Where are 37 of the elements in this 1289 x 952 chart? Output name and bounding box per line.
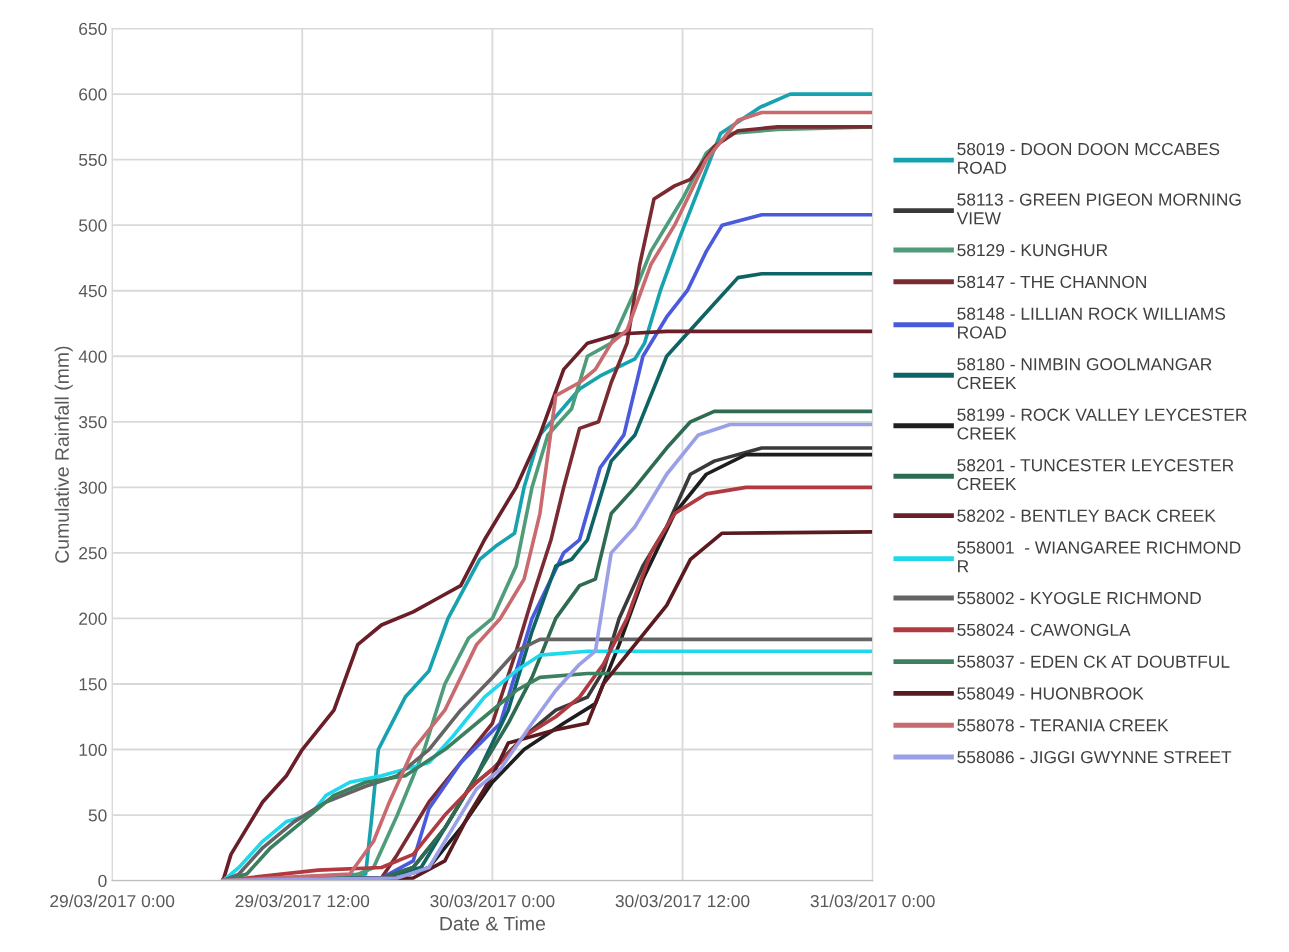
legend-label: 58148 - LILLIAN ROCK WILLIAMS ROAD [957,307,1226,339]
legend-label: 558002 - KYOGLE RICHMOND [957,591,1201,605]
legend-label: 558086 - JIGGI GWYNNE STREET [957,750,1232,764]
legend-label: 558078 - TERANIA CREEK [957,719,1169,732]
x-tick-label: 29/03/2017 0:00 [50,894,175,908]
y-tick-label: 550 [79,153,107,167]
x-axis-title: Date & Time [440,916,546,931]
legend-label: 58180 - NIMBIN GOOLMANGAR CREEK [957,358,1212,390]
x-tick-label: 29/03/2017 12:00 [235,894,370,908]
y-axis-title: Cumulative Rainfall (mm) [54,346,73,563]
y-tick-label: 0 [98,874,107,888]
y-tick-label: 150 [79,678,107,691]
y-tick-label: 300 [78,481,107,494]
y-tick-label: 200 [79,612,107,625]
legend-label: 58147 - THE CHANNON [957,275,1146,289]
legend-label: 58201 - TUNCESTER LEYCESTER CREEK [957,459,1234,491]
y-tick-label: 350 [78,415,107,429]
x-tick-label: 30/03/2017 0:00 [430,894,555,908]
legend-label: 58113 - GREEN PIGEON MORNING VIEW [956,193,1241,225]
x-tick-label: 30/03/2017 12:00 [615,894,750,908]
legend-label: 558049 - HUONBROOK [957,687,1144,700]
y-tick-label: 250 [79,547,107,560]
legend-label: 558001 - WIANGAREE RICHMOND R [957,541,1241,573]
legend-label: 558037 - EDEN CK AT DOUBTFUL [957,655,1230,668]
x-tick-label: 31/03/2017 0:00 [810,894,935,908]
y-tick-label: 650 [79,22,107,36]
y-tick-label: 450 [78,284,107,298]
y-tick-label: 400 [78,350,107,363]
legend-label: 58202 - BENTLEY BACK CREEK [957,509,1216,522]
legend-label: 58019 - DOON DOON MCCABES ROAD [957,142,1220,174]
y-tick-label: 600 [79,88,107,101]
y-tick-label: 100 [79,743,107,756]
y-tick-label: 500 [79,219,107,232]
legend-label: 58129 - KUNGHUR [957,243,1108,257]
legend-label: 558024 - CAWONGLA [957,623,1131,637]
y-tick-label: 50 [88,809,107,822]
legend-label: 58199 - ROCK VALLEY LEYCESTER CREEK [957,408,1247,440]
